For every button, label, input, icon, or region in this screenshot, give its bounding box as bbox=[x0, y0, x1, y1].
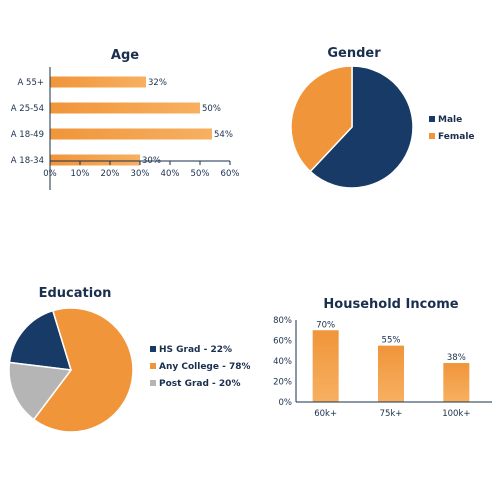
income-chart: Household Income 0% 20% 40% 60% 80% 70% 60k+ 55… bbox=[273, 297, 492, 419]
income-bar-75k bbox=[378, 345, 404, 402]
age-category-label: A 55+ bbox=[18, 78, 44, 88]
gender-legend-swatch bbox=[429, 133, 435, 139]
gender-legend-label: Male bbox=[438, 115, 462, 125]
gender-legend-swatch bbox=[429, 116, 435, 122]
age-chart-title: Age bbox=[111, 48, 139, 63]
age-bar-a-25-54 bbox=[50, 102, 200, 114]
income-bar-60k bbox=[312, 330, 339, 402]
age-chart-panel: Age A 55+ 32% A 25-54 50% A 18-49 54% A 18-34 3… bbox=[0, 40, 250, 201]
gender-chart-title: Gender bbox=[327, 46, 381, 61]
gender-legend-label: Female bbox=[438, 132, 475, 142]
education-legend-swatch bbox=[150, 346, 156, 352]
income-value-label: 38% bbox=[447, 353, 466, 363]
education-chart-panel: Education HS Grad - 22% Any College - 78%… bbox=[0, 280, 251, 440]
age-tick-label: 50% bbox=[191, 169, 210, 179]
age-value-label: 54% bbox=[214, 130, 233, 140]
gender-chart: Gender Male Female bbox=[290, 46, 475, 189]
income-bar-100k bbox=[443, 363, 470, 402]
education-legend-swatch bbox=[150, 380, 156, 386]
age-category-label: A 18-49 bbox=[11, 130, 44, 140]
income-tick-label: 0% bbox=[279, 398, 293, 408]
age-tick-label: 20% bbox=[101, 169, 120, 179]
education-slice-any-college bbox=[32, 307, 134, 433]
age-category-label: A 25-54 bbox=[11, 104, 44, 114]
education-legend-label: Any College - 78% bbox=[159, 362, 250, 372]
education-legend-swatch bbox=[150, 363, 156, 369]
education-legend-label: HS Grad - 22% bbox=[159, 345, 232, 355]
age-tick-label: 30% bbox=[131, 169, 150, 179]
age-value-label: 50% bbox=[202, 104, 221, 114]
education-legend-label: Post Grad - 20% bbox=[159, 379, 240, 389]
education-chart: Education HS Grad - 22% Any College - 78%… bbox=[8, 286, 251, 433]
age-bar-a-55 bbox=[50, 76, 146, 88]
gender-slice-female bbox=[290, 65, 353, 173]
income-tick-label: 40% bbox=[273, 357, 292, 367]
education-slice-hs-grad bbox=[8, 309, 73, 371]
income-chart-title: Household Income bbox=[323, 297, 458, 312]
age-bar-a-18-34 bbox=[50, 154, 140, 166]
age-bar-a-18-49 bbox=[50, 128, 212, 140]
education-chart-title: Education bbox=[39, 286, 112, 301]
age-tick-label: 40% bbox=[161, 169, 180, 179]
income-value-label: 70% bbox=[316, 320, 335, 330]
income-tick-label: 20% bbox=[273, 378, 292, 388]
age-tick-label: 60% bbox=[221, 169, 240, 179]
income-category-label: 75k+ bbox=[380, 409, 403, 419]
income-category-label: 60k+ bbox=[314, 409, 337, 419]
income-tick-label: 60% bbox=[273, 337, 292, 347]
income-tick-label: 80% bbox=[273, 316, 292, 326]
education-slice-post-grad bbox=[8, 361, 73, 421]
age-value-label: 32% bbox=[148, 78, 167, 88]
income-category-label: 100k+ bbox=[442, 409, 470, 419]
gender-slice-male bbox=[309, 65, 414, 189]
age-category-label: A 18-34 bbox=[11, 156, 44, 166]
age-tick-label: 10% bbox=[71, 169, 90, 179]
income-chart-panel: Household Income 0% 20% 40% 60% 80% 70% 60k+ 55… bbox=[260, 290, 500, 430]
income-value-label: 55% bbox=[382, 336, 401, 346]
age-chart: Age A 55+ 32% A 25-54 50% A 18-49 54% A 18-34 3… bbox=[11, 48, 240, 201]
gender-chart-panel: Gender Male Female bbox=[260, 40, 500, 200]
